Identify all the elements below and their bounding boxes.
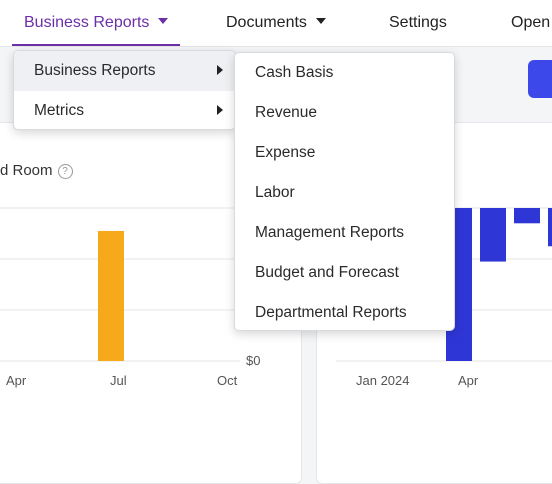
menu-item-business-reports[interactable]: Business Reports — [14, 51, 235, 91]
menu-item-cash-basis[interactable]: Cash Basis — [255, 64, 334, 81]
x-tick-label-apr: Apr — [458, 373, 479, 388]
menu-item-expense[interactable]: Expense — [255, 144, 316, 161]
business-reports-dropdown: Business Reports Metrics — [13, 50, 236, 130]
chevron-right-icon — [217, 105, 223, 115]
menu-item-budget-and-forecast[interactable]: Budget and Forecast — [255, 264, 399, 281]
chart-bars — [446, 208, 552, 361]
menu-item-departmental-reports[interactable]: Departmental Reports — [255, 304, 407, 321]
chart-bar[interactable] — [514, 208, 540, 224]
menu-item-metrics[interactable]: Metrics — [14, 91, 235, 131]
x-tick-label-apr: Apr — [6, 373, 27, 388]
top-navigation: Business Reports Documents Settings Open — [0, 0, 552, 47]
menu-item-revenue[interactable]: Revenue — [255, 104, 318, 121]
chevron-down-icon — [315, 18, 326, 24]
question-circle-icon[interactable]: ? — [57, 164, 73, 179]
menu-item-labor[interactable]: Labor — [255, 184, 295, 201]
x-tick-label-jul: Jul — [110, 373, 127, 388]
card-title: d Room? — [0, 162, 73, 179]
nav-settings[interactable]: Settings — [389, 14, 447, 31]
y-tick-label: $0 — [246, 353, 260, 368]
menu-item-management-reports[interactable]: Management Reports — [255, 224, 405, 241]
chart-bar[interactable] — [548, 208, 552, 247]
primary-action-button[interactable] — [528, 60, 552, 98]
nav-documents[interactable]: Documents — [226, 0, 326, 46]
chevron-right-icon — [217, 65, 223, 75]
nav-business-reports[interactable]: Business Reports — [11, 0, 181, 46]
x-tick-label-jan-2024: Jan 2024 — [356, 373, 410, 388]
chevron-down-icon — [158, 18, 169, 24]
nav-open[interactable]: Open — [511, 14, 551, 31]
chart-bar[interactable] — [98, 230, 124, 361]
chart-bar[interactable] — [480, 208, 506, 262]
business-reports-submenu: Cash Basis Revenue Expense Labor Managem… — [234, 52, 455, 331]
bar-chart-left: $0 Apr Jul Oct — [0, 207, 260, 388]
x-tick-label-oct: Oct — [217, 373, 238, 388]
